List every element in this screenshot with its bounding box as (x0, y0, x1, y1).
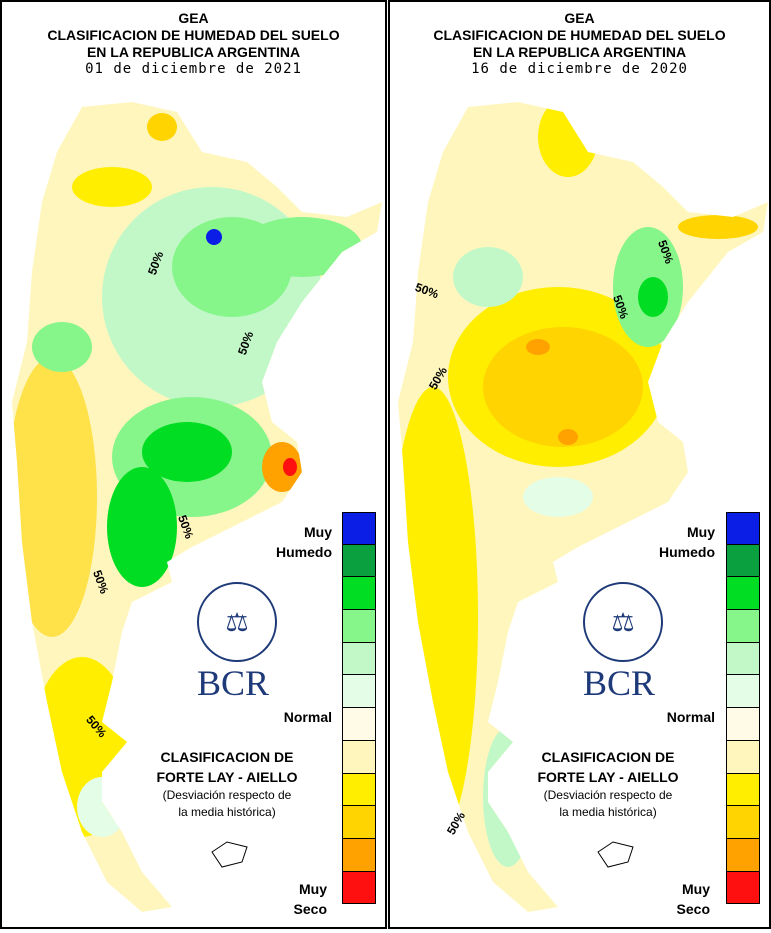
title-line2: CLASIFICACION DE HUMEDAD DEL SUELO (47, 27, 340, 43)
legend-swatch-5 (726, 675, 760, 709)
map-title: GEA CLASIFICACION DE HUMEDAD DEL SUELO E… (390, 10, 769, 78)
caption-note2: la media histórica) (559, 805, 657, 819)
classification-caption: CLASIFICACION DE FORTE LAY - AIELLO (Des… (127, 747, 327, 821)
caption-line1: CLASIFICACION DE (160, 749, 294, 765)
legend-label-muy-seco: Muy Seco (242, 879, 327, 919)
label-muy: Muy (304, 524, 332, 540)
legend-label-normal: Normal (283, 709, 332, 725)
legend-swatch-10 (342, 838, 376, 872)
legend-swatch-0 (726, 512, 760, 545)
legend-swatch-11 (726, 871, 760, 905)
legend-swatch-1 (726, 544, 760, 578)
label-muy: Muy (687, 524, 715, 540)
title-line2: CLASIFICACION DE HUMEDAD DEL SUELO (433, 27, 726, 43)
legend-swatch-6 (342, 708, 376, 741)
legend-label-muy-humedo: Muy Humedo (625, 522, 715, 562)
legend-swatch-1 (342, 544, 376, 578)
bcr-logo-text: BCR (197, 663, 270, 703)
caption-note1: (Desviación respecto de (162, 788, 292, 802)
legend-swatch-9 (726, 806, 760, 839)
label-seco: Seco (676, 901, 710, 917)
caption-line1: CLASIFICACION DE (541, 749, 675, 765)
legend-swatch-4 (342, 642, 376, 676)
legend-swatch-6 (726, 708, 760, 741)
map-panel-2021: GEA CLASIFICACION DE HUMEDAD DEL SUELO E… (0, 0, 387, 929)
map-date: 16 de diciembre de 2020 (471, 61, 688, 77)
bcr-seal-logo: ⚖ (583, 582, 663, 662)
legend-swatch-7 (726, 740, 760, 774)
legend-label-muy-seco: Muy Seco (625, 879, 710, 919)
label-muy: Muy (682, 881, 710, 897)
title-line3: EN LA REPUBLICA ARGENTINA (86, 44, 301, 60)
legend-swatch-9 (342, 806, 376, 839)
legend-swatch-5 (342, 675, 376, 709)
legend-swatch-3 (342, 610, 376, 643)
caption-note2: la media histórica) (178, 805, 276, 819)
legend-swatch-10 (726, 838, 760, 872)
legend-color-scale (726, 512, 760, 905)
caption-note1: (Desviación respecto de (543, 788, 673, 802)
title-gea: GEA (178, 10, 209, 26)
legend-swatch-8 (342, 773, 376, 807)
legend-swatch-7 (342, 740, 376, 774)
legend-swatch-0 (342, 512, 376, 545)
title-line3: EN LA REPUBLICA ARGENTINA (472, 44, 687, 60)
classification-caption: CLASIFICACION DE FORTE LAY - AIELLO (Des… (508, 747, 708, 821)
caption-line2: FORTE LAY - AIELLO (537, 769, 679, 785)
soil-moisture-map: 50% 50% 50% 50% 50% (398, 102, 768, 912)
legend-swatch-2 (726, 577, 760, 611)
legend-label-normal: Normal (666, 709, 715, 725)
label-muy: Muy (299, 881, 327, 897)
caption-line2: FORTE LAY - AIELLO (156, 769, 298, 785)
soil-moisture-map: 50% 50% 50% 50% 50% (12, 102, 382, 912)
map-title: GEA CLASIFICACION DE HUMEDAD DEL SUELO E… (2, 10, 385, 78)
map-date: 01 de diciembre de 2021 (85, 61, 302, 77)
legend-swatch-3 (726, 610, 760, 643)
label-humedo: Humedo (659, 544, 715, 560)
bcr-seal-logo: ⚖ (197, 582, 277, 662)
legend-label-muy-humedo: Muy Humedo (242, 522, 332, 562)
legend-swatch-8 (726, 773, 760, 807)
map-panel-2020: GEA CLASIFICACION DE HUMEDAD DEL SUELO E… (388, 0, 771, 929)
legend-swatch-11 (342, 871, 376, 905)
legend-swatch-2 (342, 577, 376, 611)
label-seco: Seco (293, 901, 327, 917)
bcr-logo-text: BCR (583, 663, 656, 703)
label-humedo: Humedo (276, 544, 332, 560)
legend-swatch-4 (726, 642, 760, 676)
title-gea: GEA (564, 10, 595, 26)
legend-color-scale (342, 512, 376, 905)
